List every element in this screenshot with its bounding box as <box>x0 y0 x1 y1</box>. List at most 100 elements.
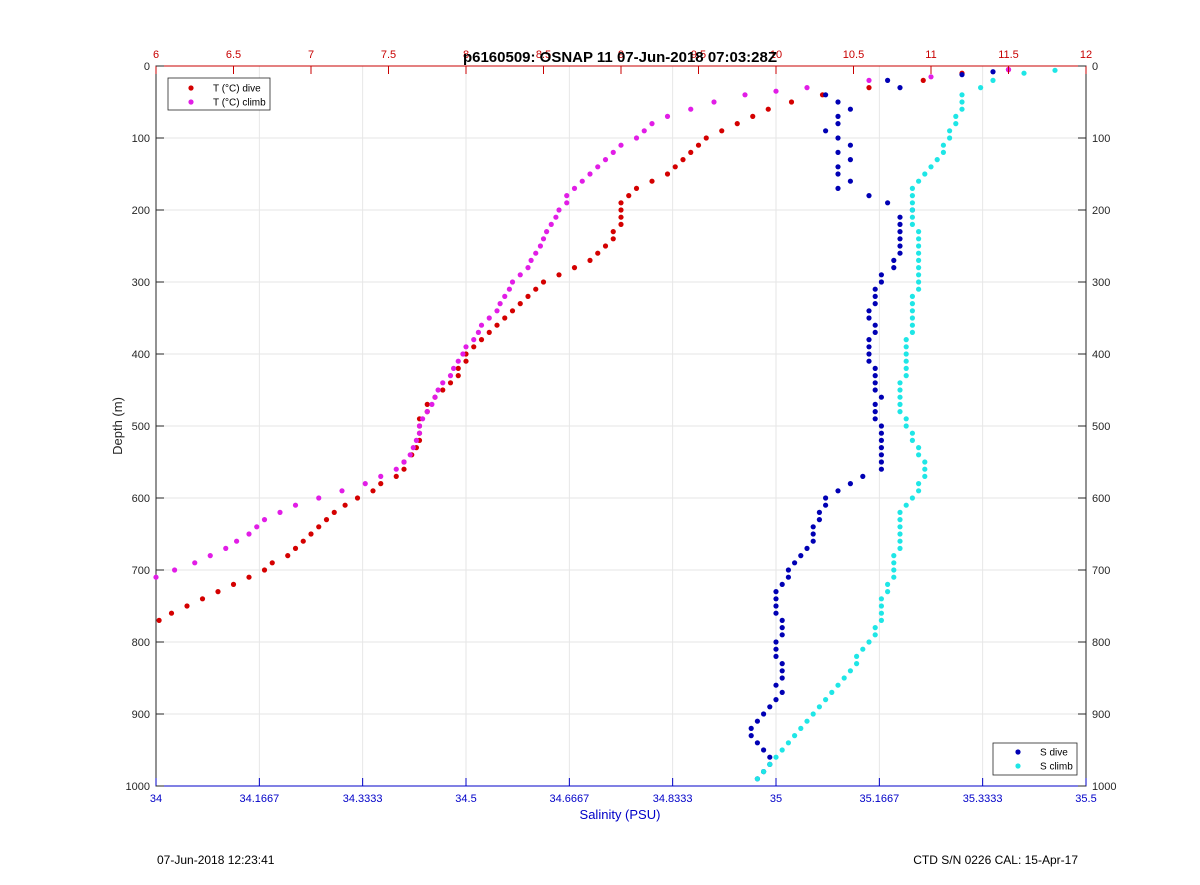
data-point <box>947 135 953 141</box>
data-point <box>878 430 885 436</box>
data-point <box>528 257 534 263</box>
legend-label: S dive <box>1040 748 1068 759</box>
data-point <box>261 567 268 573</box>
left-tick-label: 900 <box>132 709 150 721</box>
right-tick-label: 500 <box>1092 421 1110 433</box>
x-axis-label: Salinity (PSU) <box>580 807 661 822</box>
data-point <box>866 193 872 199</box>
right-tick-label: 600 <box>1092 493 1110 505</box>
data-point <box>897 409 903 415</box>
data-point <box>362 481 368 487</box>
data-point <box>978 85 984 91</box>
data-point <box>916 452 922 458</box>
data-point <box>509 279 516 285</box>
data-point <box>199 596 206 602</box>
data-point <box>548 221 554 227</box>
data-point <box>897 85 903 91</box>
data-point <box>916 279 922 285</box>
data-point <box>891 265 897 271</box>
data-point <box>816 517 823 523</box>
data-point <box>292 545 299 552</box>
data-point <box>773 610 779 616</box>
right-tick-label: 100 <box>1092 133 1110 145</box>
data-point <box>891 560 897 566</box>
data-point <box>841 675 847 681</box>
data-point <box>909 301 916 307</box>
data-point <box>878 610 885 616</box>
data-point <box>885 581 891 588</box>
data-point <box>773 88 779 94</box>
data-point <box>872 387 878 393</box>
data-point <box>172 567 178 573</box>
data-point <box>595 164 601 170</box>
data-point <box>847 668 854 674</box>
data-point <box>540 236 547 242</box>
data-point <box>909 315 916 321</box>
data-point <box>903 365 909 371</box>
data-point <box>773 697 779 703</box>
data-point <box>168 610 175 616</box>
right-tick-label: 800 <box>1092 637 1110 649</box>
data-point <box>922 171 928 177</box>
data-point <box>878 279 885 285</box>
data-point <box>785 567 792 573</box>
data-point <box>765 106 771 112</box>
data-point <box>909 221 916 227</box>
data-point <box>509 308 516 314</box>
data-point <box>618 142 624 148</box>
data-point <box>810 538 816 544</box>
top-tick-label: 11 <box>925 49 936 61</box>
data-point <box>556 272 562 278</box>
data-point <box>1021 70 1027 76</box>
data-point <box>860 473 866 479</box>
legend-label: S climb <box>1040 762 1073 773</box>
data-point <box>872 409 878 415</box>
data-point <box>878 423 885 429</box>
data-point <box>885 200 891 206</box>
data-point <box>486 329 492 335</box>
data-point <box>916 272 922 278</box>
data-point <box>779 581 785 588</box>
data-point <box>891 574 897 580</box>
data-point <box>711 99 717 105</box>
data-point <box>506 286 512 292</box>
data-point <box>804 718 810 724</box>
data-point <box>872 632 878 638</box>
data-point <box>866 351 872 357</box>
data-point <box>300 538 306 544</box>
data-point <box>872 625 878 631</box>
data-point <box>947 128 953 134</box>
data-point <box>754 776 761 782</box>
top-tick-label: 8.5 <box>536 49 551 61</box>
data-point <box>866 639 872 645</box>
data-point <box>773 653 779 660</box>
left-tick-label: 200 <box>132 205 150 217</box>
bottom-tick-label: 34.3333 <box>343 793 383 805</box>
data-point <box>184 603 190 609</box>
data-point <box>773 754 779 760</box>
chart-title: p6160509: OSNAP 11 07-Jun-2018 07:03:28Z <box>463 49 777 66</box>
data-point <box>922 459 928 465</box>
data-point <box>192 560 198 566</box>
data-point <box>153 574 159 580</box>
data-point <box>719 128 725 134</box>
series-s-climb <box>754 67 1058 782</box>
right-tick-label: 900 <box>1092 709 1110 721</box>
data-point <box>447 373 454 379</box>
data-point <box>920 77 926 83</box>
data-point <box>447 380 454 386</box>
top-tick-label: 6.5 <box>226 49 241 61</box>
data-point <box>553 214 559 220</box>
data-point <box>816 509 823 515</box>
data-point <box>804 545 810 552</box>
data-point <box>916 229 922 235</box>
data-point <box>810 711 816 717</box>
data-point <box>610 236 616 242</box>
data-point <box>370 488 376 494</box>
data-point <box>897 401 903 407</box>
data-point <box>773 682 779 688</box>
data-point <box>835 121 841 127</box>
legend-temperature: T (°C) dive T (°C) climb <box>167 77 271 111</box>
data-point <box>847 178 854 184</box>
data-point <box>649 178 655 184</box>
